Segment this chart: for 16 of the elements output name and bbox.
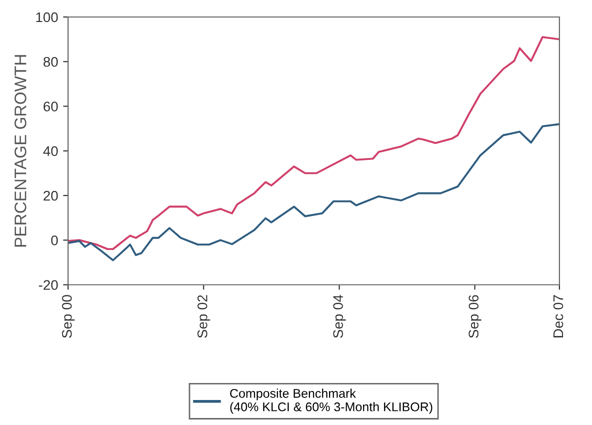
line-series (68, 123, 560, 262)
x-tick-label: Dec 07 (553, 295, 564, 338)
x-tick-label: Sep 00 (62, 295, 75, 338)
y-tick-label: -20 (38, 280, 58, 290)
y-tick-label: 80 (44, 56, 58, 67)
x-tick-label: Sep 04 (333, 294, 346, 338)
y-axis-title: PERCENTAGE GROWTH (14, 55, 26, 247)
y-tick-label: 20 (44, 190, 58, 201)
x-tick-label: Sep 06 (468, 295, 482, 338)
y-tick-label: 40 (43, 146, 58, 156)
y-tick-label: 100 (36, 12, 58, 22)
legend-label: Composite Benchmark (40% KLCI & 60% 3-Month KLIBOR) (230, 388, 432, 414)
line-series (68, 36, 560, 250)
y-tick-label: 60 (44, 102, 58, 112)
x-tick-label: Sep 02 (197, 295, 210, 338)
y-tick-label: 0 (51, 235, 58, 246)
